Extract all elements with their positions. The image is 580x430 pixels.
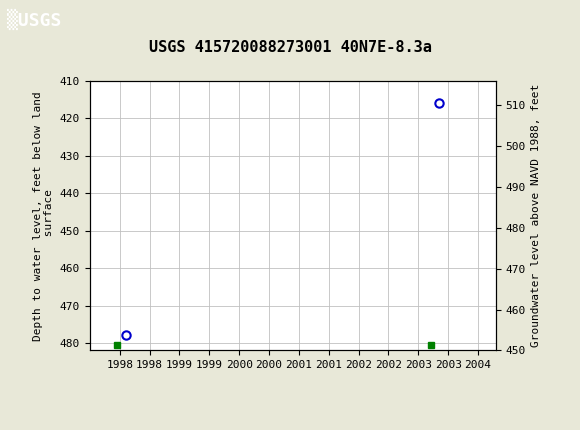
Text: USGS 415720088273001 40N7E-8.3a: USGS 415720088273001 40N7E-8.3a — [148, 40, 432, 55]
Text: ▒USGS: ▒USGS — [7, 8, 61, 30]
Y-axis label: Depth to water level, feet below land
 surface: Depth to water level, feet below land su… — [33, 91, 55, 341]
Y-axis label: Groundwater level above NAVD 1988, feet: Groundwater level above NAVD 1988, feet — [531, 84, 541, 347]
